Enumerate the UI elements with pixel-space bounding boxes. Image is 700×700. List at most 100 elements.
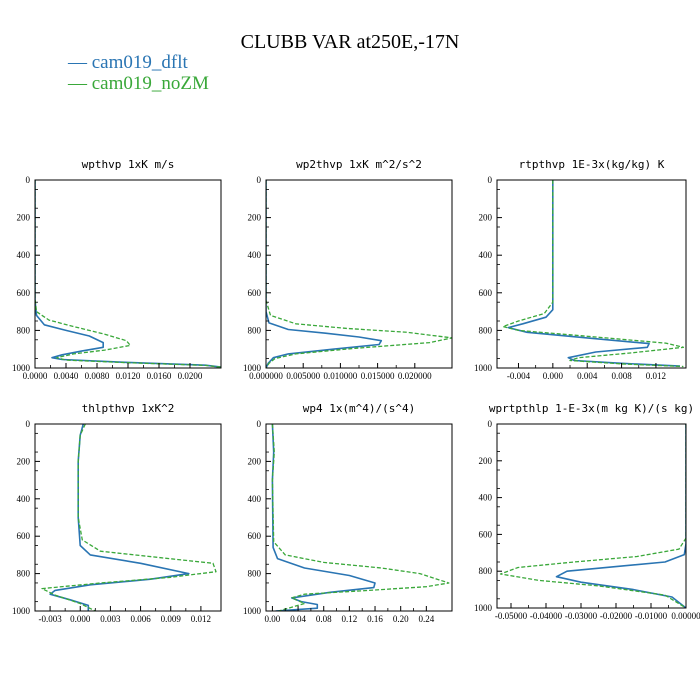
series-line-nozm xyxy=(266,180,452,368)
series-line-nozm xyxy=(271,424,450,611)
y-tick-label: 400 xyxy=(248,494,262,504)
x-tick-label: -0.003 xyxy=(38,614,62,624)
x-tick-label: 0.006 xyxy=(130,614,151,624)
series-line-dflt xyxy=(49,424,190,611)
x-tick-label: 0.020000 xyxy=(398,371,432,381)
y-tick-label: 200 xyxy=(479,213,493,223)
panel-1: wpthvp 1xK m/s 0 200 400 600 800 10000.0000 0.0… xyxy=(12,158,222,381)
series-line-nozm xyxy=(499,424,686,608)
x-tick-label: -0.04000 xyxy=(530,611,563,621)
y-tick-label: 400 xyxy=(17,494,31,504)
series-line-dflt xyxy=(266,180,383,368)
axes-frame xyxy=(496,423,687,609)
y-tick-label: 600 xyxy=(17,531,31,541)
series-group xyxy=(271,424,450,611)
panel-title: thlpthvp 1xK^2 xyxy=(82,402,175,415)
y-tick-label: 1000 xyxy=(243,606,262,616)
y-tick-label: 400 xyxy=(479,493,493,503)
panel-6: wprtpthlp 1-E-3x(m kg K)/(s kg) 0 200 400 60… xyxy=(474,402,700,621)
panel-title: wp2thvp 1xK m^2/s^2 xyxy=(296,158,422,171)
y-tick-label: 1000 xyxy=(243,363,262,373)
x-tick-label: 0.000 xyxy=(543,371,564,381)
x-tick-label: 0.04 xyxy=(290,614,306,624)
axes-frame xyxy=(265,179,453,369)
y-tick-label: 800 xyxy=(479,325,493,335)
legend-item-dflt: — cam019_dflt xyxy=(67,52,189,73)
x-tick-label: 0.08 xyxy=(316,614,332,624)
x-tick-label: -0.05000 xyxy=(495,611,528,621)
y-tick-label: 600 xyxy=(248,288,262,298)
x-tick-label: 0.003 xyxy=(100,614,121,624)
series-line-nozm xyxy=(502,180,685,368)
series-line-nozm xyxy=(41,424,217,611)
series-line-dflt xyxy=(271,424,376,611)
x-tick-label: 0.0040 xyxy=(54,371,79,381)
series-line-nozm xyxy=(35,180,221,368)
x-tick-label: -0.02000 xyxy=(600,611,633,621)
panel-title: wpthvp 1xK m/s xyxy=(82,158,175,171)
x-tick-label: 0.015000 xyxy=(361,371,395,381)
x-tick-label: 0.16 xyxy=(367,614,383,624)
y-tick-label: 800 xyxy=(248,569,262,579)
x-tick-label: 0.00 xyxy=(265,614,281,624)
x-tick-label: 0.0200 xyxy=(178,371,203,381)
panel-2: wp2thvp 1xK m^2/s^2 0 200 400 600 800 10000.00… xyxy=(243,158,453,381)
y-tick-label: 1000 xyxy=(474,363,493,373)
y-tick-label: 800 xyxy=(17,569,31,579)
axes-frame xyxy=(265,423,453,612)
y-tick-label: 200 xyxy=(248,213,262,223)
panel-4: thlpthvp 1xK^2 0 200 400 600 800 1000 -0.003 0.0… xyxy=(12,402,222,624)
axes-frame xyxy=(34,423,222,612)
y-tick-label: 200 xyxy=(17,456,31,466)
x-tick-label: 0.012 xyxy=(191,614,211,624)
series-group xyxy=(499,424,686,608)
x-tick-label: 0.24 xyxy=(418,614,434,624)
y-tick-label: 800 xyxy=(248,325,262,335)
y-tick-label: 0 xyxy=(488,419,493,429)
legend-item-nozm: — cam019_noZM xyxy=(67,73,209,94)
panel-3: rtpthvp 1E-3x(kg/kg) K 0 200 400 600 800 1000 -… xyxy=(474,158,687,381)
series-group xyxy=(41,424,217,611)
y-tick-label: 0 xyxy=(488,175,493,185)
x-tick-label: 0.20 xyxy=(393,614,409,624)
x-tick-label: 0.012 xyxy=(646,371,666,381)
figure-title: CLUBB VAR at250E,-17N xyxy=(241,31,460,53)
x-tick-label: 0.009 xyxy=(161,614,182,624)
panel-title: wprtpthlp 1-E-3x(m kg K)/(s kg) xyxy=(489,402,694,415)
x-tick-label: 0.010000 xyxy=(324,371,358,381)
y-tick-label: 0 xyxy=(26,419,31,429)
x-tick-label: 0.0080 xyxy=(85,371,110,381)
x-tick-label: 0.0160 xyxy=(147,371,172,381)
y-tick-label: 600 xyxy=(17,288,31,298)
y-tick-label: 800 xyxy=(479,566,493,576)
x-tick-label: 0.0120 xyxy=(116,371,141,381)
y-tick-label: 800 xyxy=(17,325,31,335)
x-tick-label: 0.00000 xyxy=(671,611,700,621)
y-tick-label: 200 xyxy=(17,213,31,223)
y-tick-label: 0 xyxy=(257,419,262,429)
axes-frame xyxy=(34,179,222,369)
legend: — cam019_dflt — cam019_noZM xyxy=(67,52,209,94)
x-tick-label: -0.01000 xyxy=(635,611,668,621)
y-tick-label: 600 xyxy=(479,288,493,298)
x-tick-label: -0.03000 xyxy=(565,611,598,621)
series-group xyxy=(502,180,685,368)
y-tick-label: 600 xyxy=(479,529,493,539)
panel-title: wp4 1x(m^4)/(s^4) xyxy=(303,402,416,415)
series-line-dflt xyxy=(507,180,681,367)
x-tick-label: 0.000 xyxy=(70,614,91,624)
x-tick-label: 0.004 xyxy=(577,371,598,381)
x-tick-label: 0.000000 xyxy=(249,371,283,381)
x-tick-label: 0.008 xyxy=(611,371,632,381)
y-tick-label: 600 xyxy=(248,531,262,541)
y-tick-label: 400 xyxy=(17,250,31,260)
series-group xyxy=(35,180,221,368)
y-tick-label: 1000 xyxy=(12,606,31,616)
y-tick-label: 400 xyxy=(479,250,493,260)
y-tick-label: 400 xyxy=(248,250,262,260)
y-tick-label: 0 xyxy=(257,175,262,185)
panel-5: wp4 1x(m^4)/(s^4) 0 200 400 600 800 10000.00 0.… xyxy=(243,402,453,624)
axes-frame xyxy=(496,179,687,369)
panel-title: rtpthvp 1E-3x(kg/kg) K xyxy=(519,158,665,171)
